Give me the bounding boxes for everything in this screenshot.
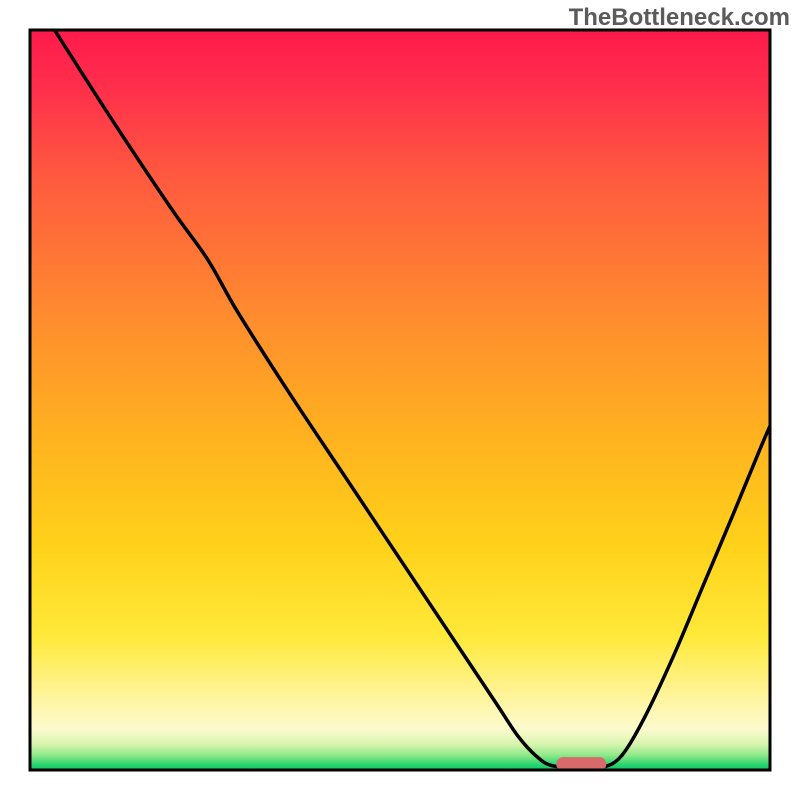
- plot-area: [30, 30, 770, 770]
- plot-svg: [30, 30, 770, 770]
- watermark-text: TheBottleneck.com: [569, 4, 790, 32]
- gradient-background: [30, 30, 770, 770]
- bottleneck-chart: TheBottleneck.com: [0, 0, 800, 800]
